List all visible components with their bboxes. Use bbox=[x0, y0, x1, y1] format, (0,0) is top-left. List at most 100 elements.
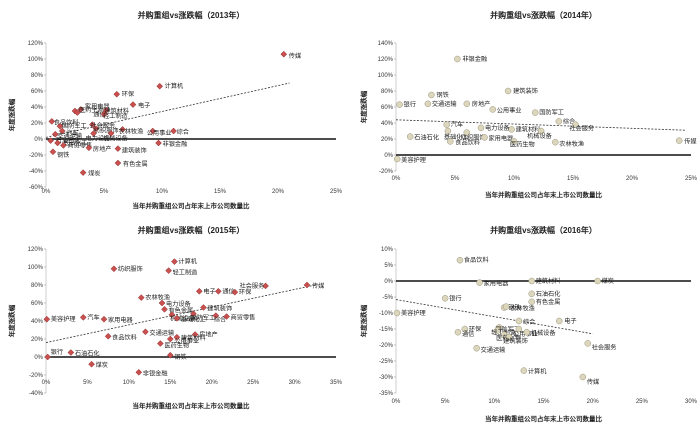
y-axis-title: 年度涨跌幅 bbox=[359, 90, 368, 123]
point-label: 有色金属 bbox=[168, 306, 193, 314]
data-point bbox=[515, 317, 523, 325]
x-tick-label: 20% bbox=[206, 380, 219, 386]
data-point bbox=[579, 373, 587, 381]
data-point bbox=[89, 121, 96, 128]
point-label: 煤炭 bbox=[96, 361, 108, 369]
x-tick-label: 25% bbox=[247, 380, 260, 386]
point-label: 美容护理 bbox=[51, 315, 76, 323]
y-tick-label: 0% bbox=[384, 153, 393, 159]
point-label: 交通运输 bbox=[432, 100, 458, 108]
data-point bbox=[444, 127, 452, 135]
data-point bbox=[165, 267, 172, 274]
y-tick-label: 120% bbox=[378, 57, 394, 63]
data-point bbox=[77, 106, 85, 113]
y-tick-label: 10% bbox=[381, 247, 394, 253]
point-label: 传媒 bbox=[289, 52, 302, 60]
y-tick-label: -30% bbox=[379, 375, 394, 381]
y-tick-label: 20% bbox=[31, 337, 44, 343]
data-point bbox=[454, 328, 462, 336]
trend-line bbox=[45, 284, 316, 343]
y-tick-label: -20% bbox=[29, 153, 44, 159]
y-tick-label: 80% bbox=[31, 73, 44, 79]
point-label: 公用事业 bbox=[174, 337, 199, 345]
x-tick-label: 35% bbox=[330, 380, 343, 386]
data-point bbox=[135, 368, 143, 376]
data-point bbox=[158, 299, 166, 307]
point-label: 综合 bbox=[214, 316, 226, 324]
point-label: 基础化工 bbox=[181, 315, 206, 323]
point-label: 交通运输 bbox=[57, 132, 83, 140]
point-label: 医药生物 bbox=[79, 106, 104, 114]
y-tick-label: 140% bbox=[378, 41, 394, 47]
data-point bbox=[494, 327, 501, 334]
chart-title: 并购重组vs涨跌幅（2015年） bbox=[138, 225, 245, 235]
point-label: 非银金融 bbox=[163, 140, 188, 148]
data-point bbox=[44, 353, 52, 361]
y-tick-label: -20% bbox=[29, 373, 44, 379]
data-point bbox=[191, 331, 199, 338]
data-point bbox=[79, 169, 87, 176]
point-label: 农林牧渔 bbox=[119, 127, 144, 135]
point-label: 综合 bbox=[523, 318, 535, 326]
point-label: 电力设备 bbox=[485, 124, 511, 132]
y-tick-label: -20% bbox=[379, 343, 394, 349]
data-point bbox=[396, 101, 403, 108]
x-tick-label: 10% bbox=[508, 176, 521, 182]
point-label: 煤炭 bbox=[602, 277, 614, 285]
point-label: 煤炭 bbox=[88, 170, 100, 178]
data-point bbox=[85, 144, 93, 152]
data-point bbox=[114, 145, 122, 152]
point-label: 国防军工 bbox=[495, 325, 520, 333]
point-label: 机械设备 bbox=[103, 134, 129, 142]
point-label: 汽车 bbox=[451, 121, 463, 129]
data-point bbox=[49, 148, 57, 156]
y-tick-label: 0% bbox=[34, 137, 43, 143]
x-tick-label: 15% bbox=[537, 399, 550, 405]
data-point bbox=[100, 110, 108, 118]
y-axis-title: 年度涨跌幅 bbox=[7, 304, 16, 337]
point-label: 银行 bbox=[51, 348, 63, 356]
point-label: 建筑材料 bbox=[181, 334, 206, 342]
point-label: 食品饮料 bbox=[464, 256, 489, 264]
x-tick-label: 20% bbox=[587, 399, 600, 405]
x-tick-label: 15% bbox=[164, 380, 177, 386]
y-tick-label: -20% bbox=[379, 169, 394, 175]
point-label: 交通运输 bbox=[149, 329, 175, 337]
data-point bbox=[173, 333, 181, 341]
x-tick-label: 10% bbox=[488, 399, 501, 405]
x-tick-label: 25% bbox=[330, 189, 343, 195]
point-label: 社会服务 bbox=[240, 282, 265, 290]
data-point bbox=[195, 287, 203, 295]
data-point bbox=[441, 295, 449, 302]
point-label: 国防军工 bbox=[539, 109, 564, 117]
x-axis-title: 当年并购重组公司占年末上市公司数量比 bbox=[485, 414, 603, 423]
data-point bbox=[114, 159, 122, 167]
data-point bbox=[520, 367, 528, 374]
data-point bbox=[168, 311, 176, 319]
x-tick-label: 20% bbox=[626, 176, 639, 182]
x-tick-label: 15% bbox=[214, 189, 227, 195]
data-point bbox=[481, 134, 488, 141]
x-tick-label: 5% bbox=[83, 380, 92, 386]
point-label: 石油石化 bbox=[56, 137, 81, 145]
data-point bbox=[528, 277, 535, 285]
point-label: 石油石化 bbox=[536, 290, 561, 298]
x-tick-label: 25% bbox=[636, 399, 649, 405]
x-tick-label: 0% bbox=[42, 189, 51, 195]
point-label: 传媒 bbox=[684, 138, 697, 146]
y-axis-title: 年度涨跌幅 bbox=[359, 304, 368, 337]
point-label: 环保 bbox=[469, 325, 482, 333]
y-tick-label: 100% bbox=[378, 73, 394, 79]
y-tick-label: -25% bbox=[379, 359, 394, 365]
y-tick-label: 40% bbox=[31, 105, 44, 111]
point-label: 农林牧渔 bbox=[510, 305, 535, 313]
data-point bbox=[67, 349, 75, 356]
y-tick-label: 120% bbox=[28, 41, 44, 47]
trend-line bbox=[45, 82, 290, 138]
point-label: 机械设备 bbox=[527, 132, 553, 140]
data-point bbox=[48, 118, 56, 125]
data-point bbox=[572, 121, 579, 128]
data-point bbox=[428, 91, 435, 99]
data-point bbox=[161, 305, 168, 313]
point-label: 房地产 bbox=[199, 331, 218, 339]
